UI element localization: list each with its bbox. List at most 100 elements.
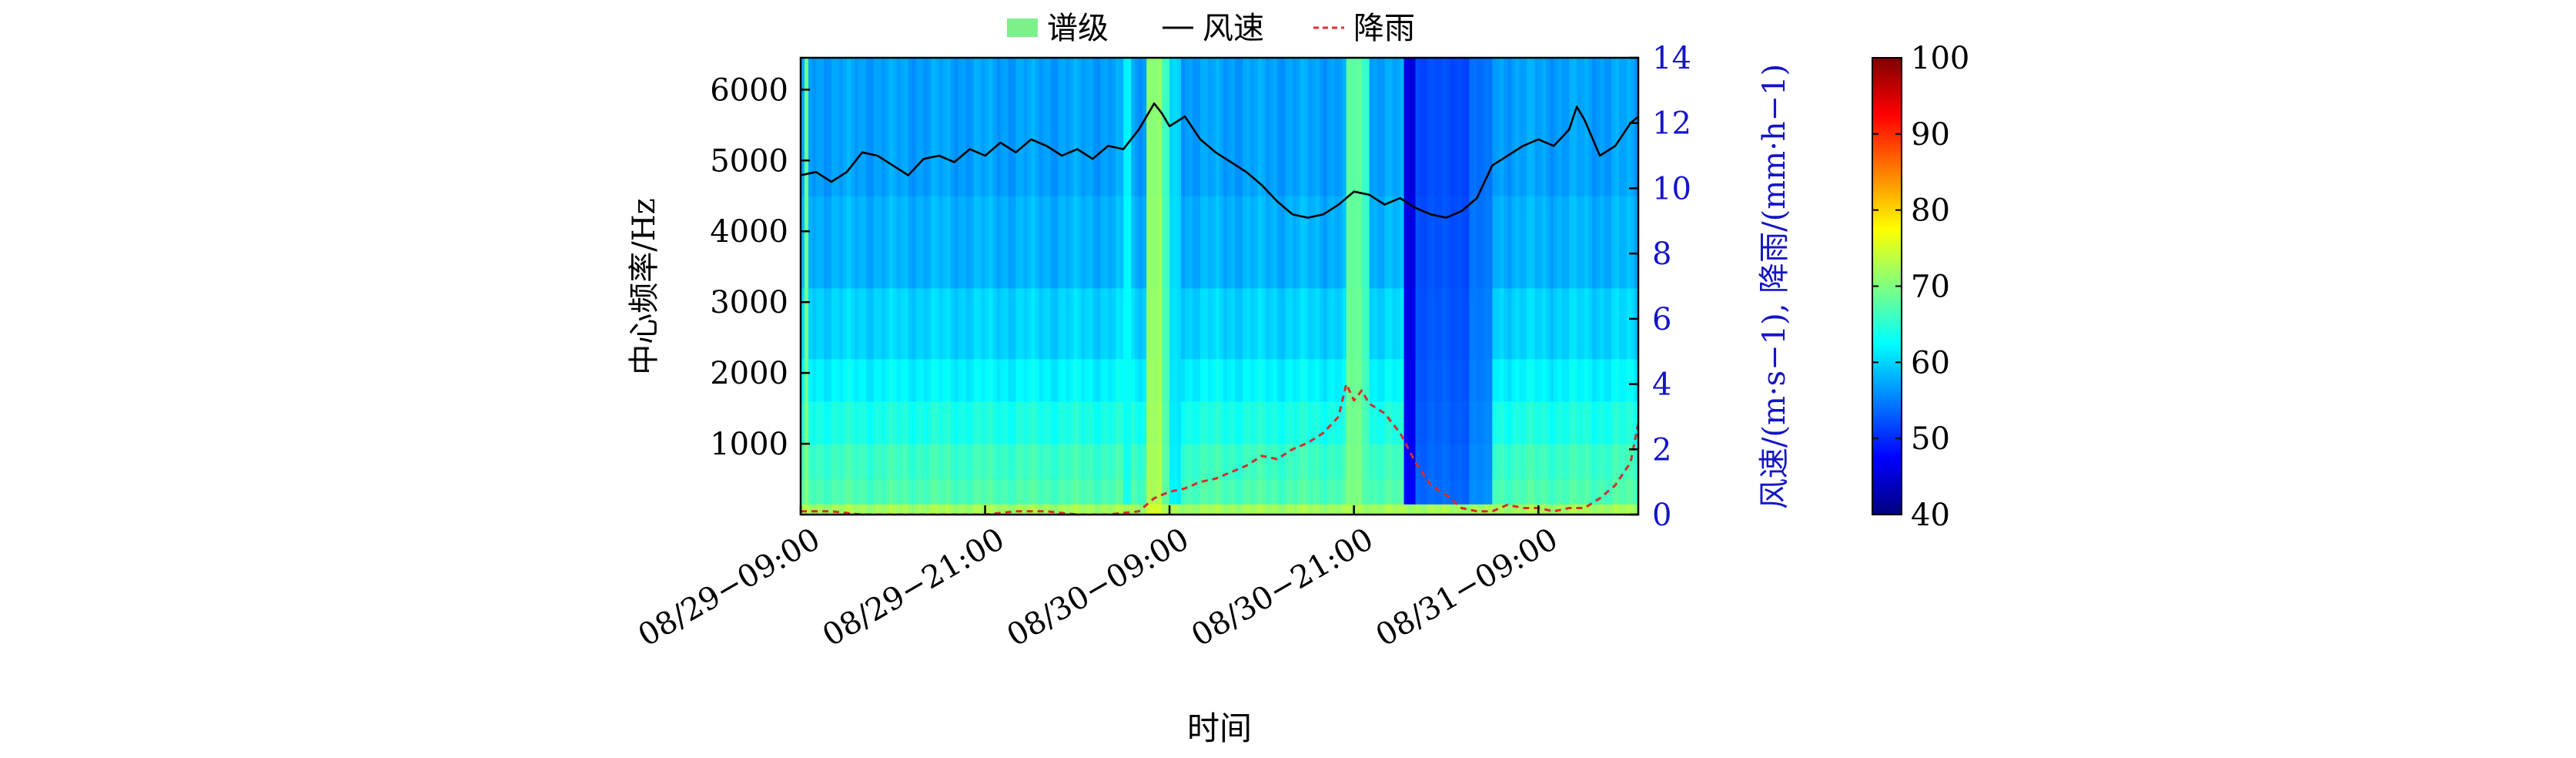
heatmap-cell <box>1369 401 1374 444</box>
heatmap-cell <box>981 196 986 289</box>
heatmap-cell <box>1031 401 1036 444</box>
heatmap-cell <box>1542 401 1547 444</box>
heatmap-cell <box>946 444 952 480</box>
heatmap-cell <box>1073 358 1078 402</box>
heatmap-cell <box>1346 444 1351 480</box>
heatmap-cell <box>1315 287 1320 360</box>
heatmap-cell <box>1146 358 1151 402</box>
heatmap-cell <box>1403 287 1409 360</box>
heatmap-cell <box>1403 444 1409 480</box>
heatmap-cell <box>1253 444 1259 480</box>
heatmap-cell <box>1150 444 1155 480</box>
heatmap-cell <box>1507 479 1512 505</box>
heatmap-cell <box>1185 196 1189 289</box>
heatmap-cell <box>1427 358 1432 402</box>
heatmap-cell <box>1307 401 1313 444</box>
heatmap-cell <box>1573 358 1577 402</box>
heatmap-cell <box>1019 287 1025 360</box>
heatmap-cell <box>1058 358 1062 402</box>
heatmap-cell <box>1496 287 1500 360</box>
heatmap-cell <box>1388 444 1393 480</box>
heatmap-cell <box>1257 504 1263 515</box>
heatmap-cell <box>1119 358 1124 402</box>
heatmap-cell <box>942 287 948 360</box>
heatmap-cell <box>1350 358 1355 402</box>
heatmap-cell <box>1319 58 1324 196</box>
heatmap-cell <box>831 479 836 505</box>
heatmap-cell <box>1204 479 1209 505</box>
heatmap-cell <box>1457 504 1463 515</box>
heatmap-cell <box>1634 58 1638 196</box>
spectrum-heatmap <box>801 58 1638 515</box>
heatmap-cell <box>950 479 955 505</box>
heatmap-cell <box>1596 444 1601 480</box>
heatmap-cell <box>1607 58 1612 196</box>
heatmap-cell <box>1577 401 1581 444</box>
heatmap-cell <box>838 287 844 360</box>
heatmap-cell <box>900 444 905 480</box>
heatmap-cell <box>1085 401 1089 444</box>
heatmap-cell <box>1619 401 1624 444</box>
heatmap-cell <box>1307 504 1313 515</box>
heatmap-cell <box>1019 358 1025 402</box>
heatmap-cell <box>1581 401 1585 444</box>
heatmap-cell <box>1600 196 1604 289</box>
heatmap-cell <box>1326 358 1332 402</box>
heatmap-cell <box>808 58 813 196</box>
heatmap-cell <box>1000 196 1005 289</box>
heatmap-cell <box>1096 58 1101 196</box>
heatmap-cell <box>1392 479 1397 505</box>
heatmap-cell <box>1089 504 1093 515</box>
heatmap-cell <box>1377 58 1382 196</box>
heatmap-cell <box>1253 479 1259 505</box>
heatmap-cell <box>1185 287 1189 360</box>
heatmap-cell <box>1119 504 1124 515</box>
heatmap-cell <box>908 287 913 360</box>
heatmap-cell <box>1276 479 1282 505</box>
heatmap-cell <box>1311 358 1316 402</box>
heatmap-cell <box>1054 504 1059 515</box>
heatmap-cell <box>1411 358 1417 402</box>
heatmap-cell <box>1534 479 1539 505</box>
heatmap-cell <box>1142 358 1147 402</box>
heatmap-cell <box>1054 287 1059 360</box>
heatmap-cell <box>1019 196 1025 289</box>
heatmap-cell <box>1392 58 1397 196</box>
heatmap-cell <box>854 58 859 196</box>
heatmap-cell <box>1477 504 1481 515</box>
heatmap-cell <box>1257 196 1263 289</box>
heatmap-cell <box>1046 196 1051 289</box>
heatmap-cell <box>896 401 902 444</box>
heatmap-cell <box>965 287 971 360</box>
heatmap-cell <box>1092 287 1097 360</box>
heatmap-cell <box>1092 196 1097 289</box>
heatmap-cell <box>1092 58 1097 196</box>
heatmap-cell <box>1280 504 1286 515</box>
heatmap-cell <box>946 58 952 196</box>
heatmap-cell <box>1189 358 1193 402</box>
heatmap-cell <box>1189 287 1193 360</box>
heatmap-cell <box>1208 58 1213 196</box>
heatmap-cell <box>1392 444 1397 480</box>
heatmap-cell <box>854 196 859 289</box>
heatmap-cell <box>1473 479 1477 505</box>
heatmap-cell <box>1365 196 1370 289</box>
heatmap-cell <box>1423 444 1428 480</box>
heatmap-cell <box>935 504 940 515</box>
heatmap-cell <box>912 58 917 196</box>
heatmap-cell <box>1511 401 1516 444</box>
heatmap-cell <box>1527 444 1531 480</box>
heatmap-cell <box>1519 479 1524 505</box>
heatmap-cell <box>827 479 832 505</box>
heatmap-cell <box>1415 58 1420 196</box>
heatmap-cell <box>1419 504 1424 515</box>
heatmap-cell <box>1615 196 1620 289</box>
heatmap-cell <box>1219 401 1224 444</box>
heatmap-cell <box>919 444 925 480</box>
heatmap-cell <box>1166 479 1170 505</box>
heatmap-cell <box>1511 58 1516 196</box>
heatmap-cell <box>1004 444 1009 480</box>
heatmap-cell <box>846 401 851 444</box>
colorbar-tick-label: 40 <box>1911 498 1950 533</box>
